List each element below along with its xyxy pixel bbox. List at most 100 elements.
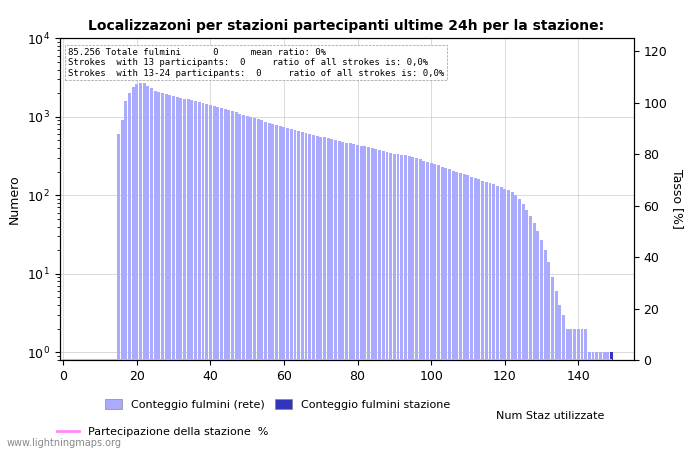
Bar xyxy=(606,352,609,450)
Bar xyxy=(223,109,227,450)
Bar xyxy=(352,144,356,450)
Bar xyxy=(407,156,410,450)
Bar xyxy=(363,146,366,450)
Bar xyxy=(474,178,477,450)
Bar xyxy=(599,352,602,450)
Bar xyxy=(374,149,377,450)
Bar xyxy=(481,180,484,450)
Bar xyxy=(426,162,429,450)
Bar xyxy=(595,352,598,450)
Bar xyxy=(400,155,403,450)
Text: Num Staz utilizzate: Num Staz utilizzate xyxy=(496,411,605,421)
Bar xyxy=(286,128,289,450)
Text: 85.256 Totale fulmini      0      mean ratio: 0%
Strokes  with 13 participants: : 85.256 Totale fulmini 0 mean ratio: 0% S… xyxy=(68,48,444,78)
Bar xyxy=(312,135,315,450)
Bar xyxy=(570,329,573,450)
Bar xyxy=(319,136,322,450)
Bar xyxy=(172,96,175,450)
Bar xyxy=(536,231,539,450)
Bar xyxy=(342,142,344,450)
Bar xyxy=(367,147,370,450)
Bar xyxy=(503,189,506,450)
Bar xyxy=(349,143,351,450)
Bar xyxy=(573,329,576,450)
Bar xyxy=(452,171,455,450)
Bar xyxy=(283,127,286,450)
Bar xyxy=(470,177,473,450)
Bar xyxy=(120,121,123,450)
Bar xyxy=(529,216,532,450)
Title: Localizzazoni per stazioni partecipanti ultime 24h per la stazione:: Localizzazoni per stazioni partecipanti … xyxy=(88,19,605,33)
Bar xyxy=(150,88,153,450)
Bar xyxy=(477,179,480,450)
Bar xyxy=(128,93,131,450)
Bar xyxy=(415,158,418,450)
Bar xyxy=(551,278,554,450)
Bar xyxy=(257,119,260,450)
Bar xyxy=(132,87,134,450)
Bar xyxy=(559,305,561,450)
Bar xyxy=(194,101,197,450)
Bar xyxy=(566,329,568,450)
Bar xyxy=(190,100,193,450)
Bar xyxy=(238,113,242,450)
Bar xyxy=(533,223,536,450)
Bar xyxy=(298,131,300,450)
Bar xyxy=(209,105,212,450)
Bar xyxy=(231,111,234,450)
Bar xyxy=(308,134,312,450)
Bar xyxy=(249,117,252,450)
Bar xyxy=(456,172,458,450)
Bar xyxy=(393,153,395,450)
Bar xyxy=(169,95,172,450)
Bar xyxy=(437,165,440,450)
Bar xyxy=(272,124,274,450)
Bar xyxy=(492,184,495,450)
Bar xyxy=(158,92,160,450)
Bar xyxy=(264,122,267,450)
Bar xyxy=(577,329,580,450)
Bar xyxy=(301,132,304,450)
Bar xyxy=(389,153,392,450)
Bar xyxy=(330,140,333,450)
Bar xyxy=(253,118,256,450)
Bar xyxy=(198,102,201,450)
Bar xyxy=(507,190,510,450)
Bar xyxy=(404,155,407,450)
Bar xyxy=(183,99,186,450)
Bar xyxy=(187,99,190,450)
Bar xyxy=(246,116,248,450)
Bar xyxy=(514,195,517,450)
Bar xyxy=(228,110,230,450)
Bar xyxy=(378,150,381,450)
Bar xyxy=(522,204,524,450)
Bar xyxy=(555,291,558,450)
Bar xyxy=(441,166,444,450)
Bar xyxy=(463,174,466,450)
Bar xyxy=(202,103,204,450)
Bar xyxy=(154,91,157,450)
Bar xyxy=(592,352,594,450)
Bar xyxy=(419,159,421,450)
Bar xyxy=(444,168,447,450)
Bar xyxy=(448,169,451,450)
Legend: Partecipazione della stazione  %: Partecipazione della stazione % xyxy=(52,423,273,441)
Bar xyxy=(205,104,208,450)
Bar xyxy=(485,182,488,450)
Bar xyxy=(161,93,164,450)
Bar xyxy=(459,173,462,450)
Bar xyxy=(216,107,219,450)
Bar xyxy=(234,112,237,450)
Bar xyxy=(430,163,433,450)
Bar xyxy=(412,158,414,450)
Bar xyxy=(334,140,337,450)
Bar xyxy=(510,192,514,450)
Bar xyxy=(117,134,120,450)
Bar xyxy=(360,145,363,450)
Bar xyxy=(610,352,613,450)
Bar xyxy=(139,83,142,450)
Bar xyxy=(547,262,550,450)
Bar xyxy=(562,315,565,450)
Bar xyxy=(466,176,470,450)
Bar xyxy=(580,329,584,450)
